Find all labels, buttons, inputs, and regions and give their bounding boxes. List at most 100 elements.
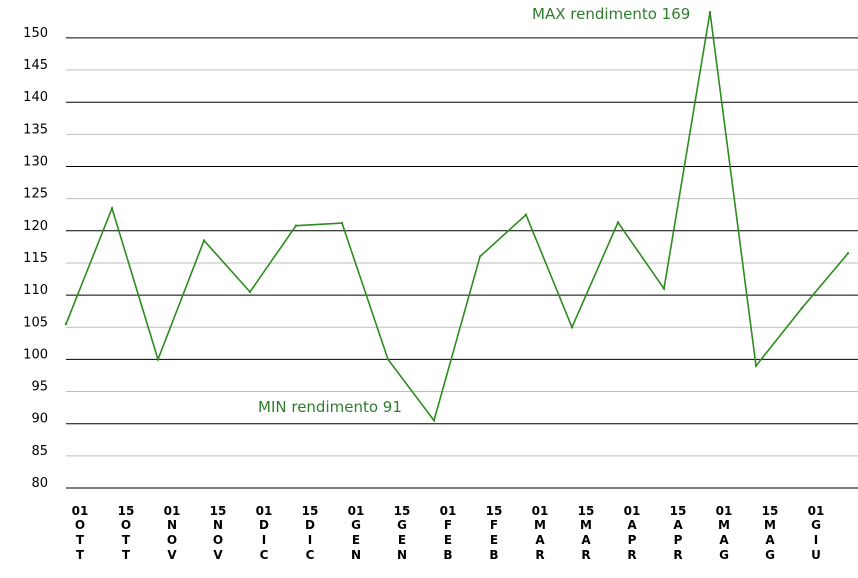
data-point	[708, 10, 712, 14]
x-tick-month-letter: A	[627, 518, 637, 532]
x-tick-month-letter: N	[397, 548, 407, 562]
x-tick-day: 01	[808, 504, 825, 518]
x-tick-month-letter: I	[262, 533, 266, 547]
x-tick-day: 01	[532, 504, 549, 518]
x-tick-day: 15	[670, 504, 687, 518]
x-tick-month-letter: M	[718, 518, 730, 532]
x-tick-month-letter: M	[580, 518, 592, 532]
y-tick-label: 100	[23, 347, 48, 362]
x-axis-tick-labels: 01OTT15OTT01NOV15NOV01DIC15DIC01GEN15GEN…	[72, 504, 825, 562]
x-tick-month-letter: R	[581, 548, 590, 562]
x-tick-month-letter: G	[351, 518, 361, 532]
x-tick-day: 15	[762, 504, 779, 518]
x-tick-month-letter: O	[167, 533, 177, 547]
data-point	[524, 213, 528, 216]
data-point	[800, 306, 804, 310]
x-tick-month-letter: C	[306, 548, 315, 562]
x-tick-month-letter: A	[719, 533, 729, 547]
x-tick-month-letter: D	[305, 518, 315, 532]
x-tick-month-letter: R	[627, 548, 636, 562]
x-tick-month-letter: A	[765, 533, 775, 547]
y-tick-label: 120	[23, 219, 48, 234]
data-point	[110, 207, 114, 210]
x-tick-month-letter: T	[122, 533, 131, 547]
data-point	[846, 252, 850, 255]
y-tick-label: 115	[23, 251, 48, 266]
x-tick-month-letter: G	[765, 548, 775, 562]
x-tick-day: 01	[440, 504, 457, 518]
x-tick-day: 01	[256, 504, 273, 518]
x-tick-month-letter: M	[534, 518, 546, 532]
x-tick-month-letter: A	[535, 533, 545, 547]
x-tick-day: 01	[164, 504, 181, 518]
x-tick-month-letter: R	[535, 548, 544, 562]
data-point	[754, 364, 758, 368]
x-tick-month-letter: U	[811, 548, 821, 562]
y-tick-label: 145	[23, 58, 48, 73]
x-tick-month-letter: A	[581, 533, 591, 547]
y-tick-label: 135	[23, 122, 48, 137]
x-tick-month-letter: P	[628, 533, 637, 547]
x-tick-month-letter: I	[308, 533, 312, 547]
x-tick-day: 15	[118, 504, 135, 518]
x-tick-month-letter: G	[719, 548, 729, 562]
x-tick-day: 15	[578, 504, 595, 518]
data-point	[156, 358, 160, 361]
data-point	[386, 358, 390, 361]
x-tick-day: 15	[394, 504, 411, 518]
y-tick-label: 150	[23, 26, 48, 41]
gridlines	[66, 37, 858, 489]
x-tick-month-letter: N	[213, 518, 223, 532]
data-point	[294, 224, 298, 227]
x-tick-month-letter: M	[764, 518, 776, 532]
series-line-layer	[64, 10, 850, 423]
x-tick-month-letter: A	[673, 518, 683, 532]
y-tick-label: 130	[23, 155, 48, 170]
x-tick-month-letter: P	[674, 533, 683, 547]
x-tick-month-letter: N	[167, 518, 177, 532]
y-tick-label: 125	[23, 187, 48, 202]
y-axis-tick-labels: 80 85 90 95 100 105 110 115 120 125 130 135 140 145 15…	[23, 26, 48, 491]
x-tick-month-letter: N	[351, 548, 361, 562]
x-tick-month-letter: F	[490, 518, 498, 532]
x-tick-month-letter: C	[260, 548, 269, 562]
data-point	[478, 255, 482, 258]
x-tick-day: 01	[348, 504, 365, 518]
data-point	[340, 221, 344, 225]
x-tick-day: 01	[624, 504, 641, 518]
x-tick-month-letter: O	[75, 518, 85, 532]
x-tick-month-letter: O	[121, 518, 131, 532]
x-tick-day: 15	[486, 504, 503, 518]
x-tick-month-letter: V	[167, 548, 177, 562]
y-tick-label: 95	[31, 380, 48, 395]
y-tick-label: 80	[31, 476, 48, 491]
x-tick-month-letter: I	[814, 533, 818, 547]
y-tick-label: 85	[31, 444, 48, 459]
max-annotation: MAX rendimento 169	[532, 5, 690, 23]
x-tick-day: 15	[210, 504, 227, 518]
x-tick-month-letter: E	[444, 533, 452, 547]
y-tick-label: 90	[31, 412, 48, 427]
x-tick-month-letter: O	[213, 533, 223, 547]
data-point	[570, 326, 574, 329]
data-point	[616, 221, 620, 224]
x-tick-month-letter: B	[443, 548, 452, 562]
data-point	[64, 322, 68, 326]
x-tick-day: 01	[716, 504, 733, 518]
x-tick-month-letter: V	[213, 548, 223, 562]
x-tick-month-letter: E	[352, 533, 360, 547]
min-annotation: MIN rendimento 91	[258, 398, 402, 416]
